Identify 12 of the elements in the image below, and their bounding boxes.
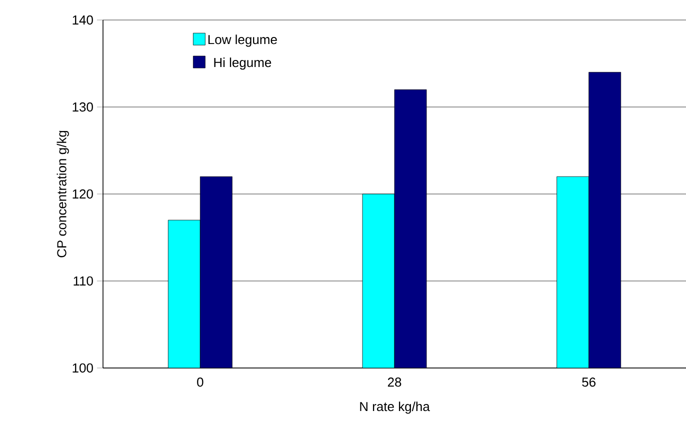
legend-label: Hi legume (214, 58, 272, 70)
x-tick-label: 28 (388, 378, 402, 387)
x-axis-title: N rate kg/ha (360, 402, 430, 414)
y-tick-label: 130 (72, 102, 93, 112)
y-tick-label: 140 (72, 15, 93, 25)
x-tick-label: 56 (582, 378, 596, 387)
legend-label: Low legume (208, 34, 277, 47)
y-tick-label: 100 (72, 363, 93, 373)
x-tick-label: 0 (197, 378, 204, 387)
y-axis-title: CP concentration g/kg (56, 130, 69, 258)
y-tick-label: 110 (74, 276, 93, 286)
y-tick-label: 120 (72, 189, 93, 199)
